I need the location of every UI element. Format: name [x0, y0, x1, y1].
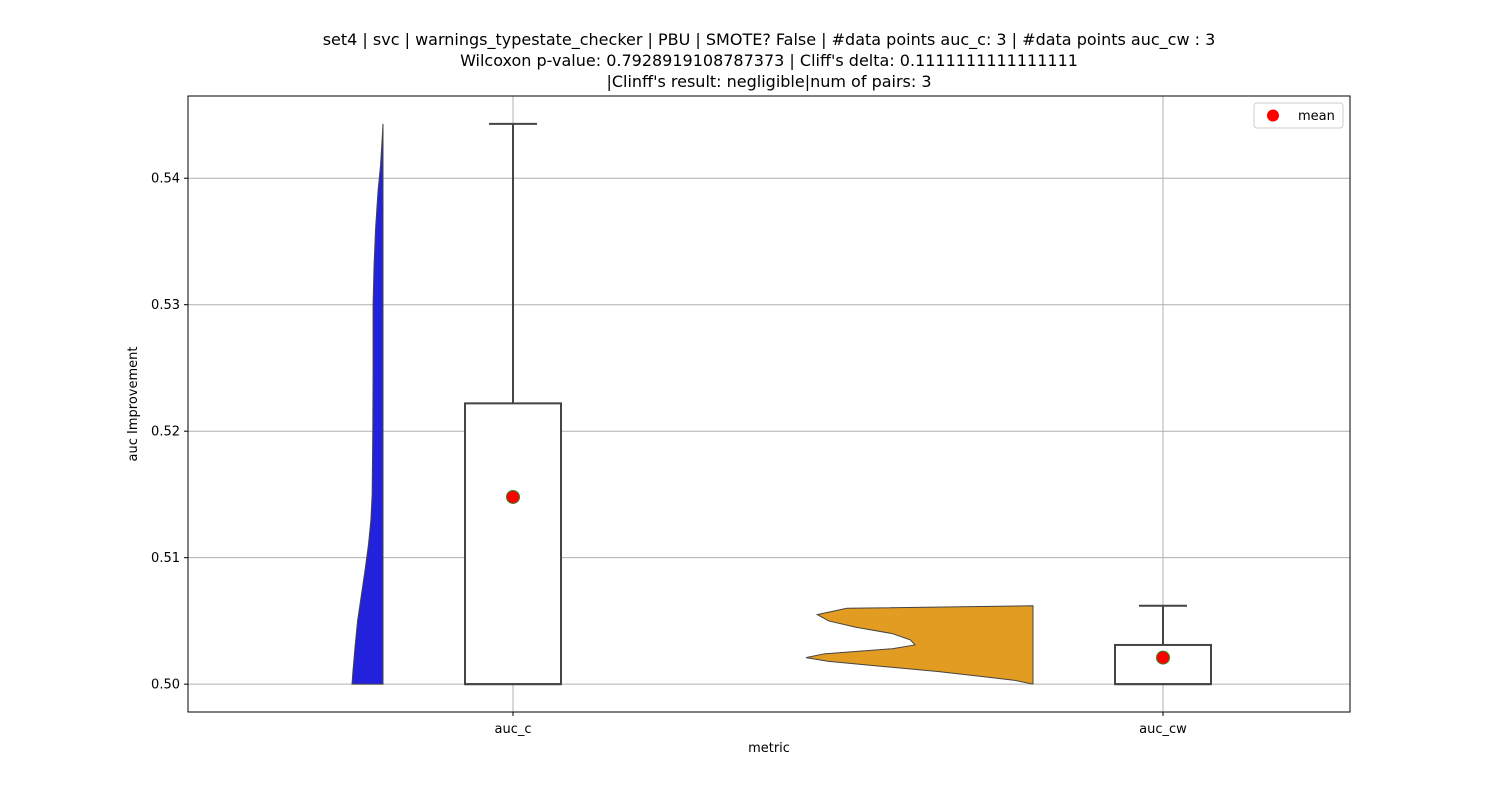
y-tick-label: 0.50: [151, 678, 180, 693]
legend: mean: [1253, 102, 1344, 129]
box-auc_c: [464, 402, 562, 686]
chart-title-line-2: Wilcoxon p-value: 0.7928919108787373 | C…: [460, 51, 1078, 70]
y-axis-label: auc Improvement: [126, 347, 141, 462]
y-tick-label: 0.52: [151, 425, 180, 440]
violin-auc_c: [351, 123, 384, 685]
legend-marker: [1267, 109, 1279, 122]
legend-box: [1253, 102, 1344, 129]
mean-point-auc_cw: [1156, 650, 1170, 665]
violins: [351, 123, 1034, 685]
mean-point-auc_c: [506, 489, 520, 504]
chart-title-line-3: |Clinff's result: negligible|num of pair…: [606, 72, 932, 91]
y-tick-label: 0.53: [151, 298, 180, 313]
x-tick-label: auc_cw: [1139, 722, 1187, 737]
plot-frame: [187, 95, 1351, 713]
y-tick-label: 0.54: [151, 172, 180, 187]
x-tick-label: auc_c: [494, 722, 531, 737]
mean-markers: [506, 489, 1170, 665]
violin-auc_cw: [805, 605, 1034, 685]
chart-title-line-1: set4 | svc | warnings_typestate_checker …: [322, 30, 1216, 49]
legend-label: mean: [1298, 109, 1335, 124]
x-axis-label: metric: [748, 741, 790, 756]
y-tick-label: 0.51: [151, 551, 180, 566]
boxplots: [464, 122, 1212, 686]
